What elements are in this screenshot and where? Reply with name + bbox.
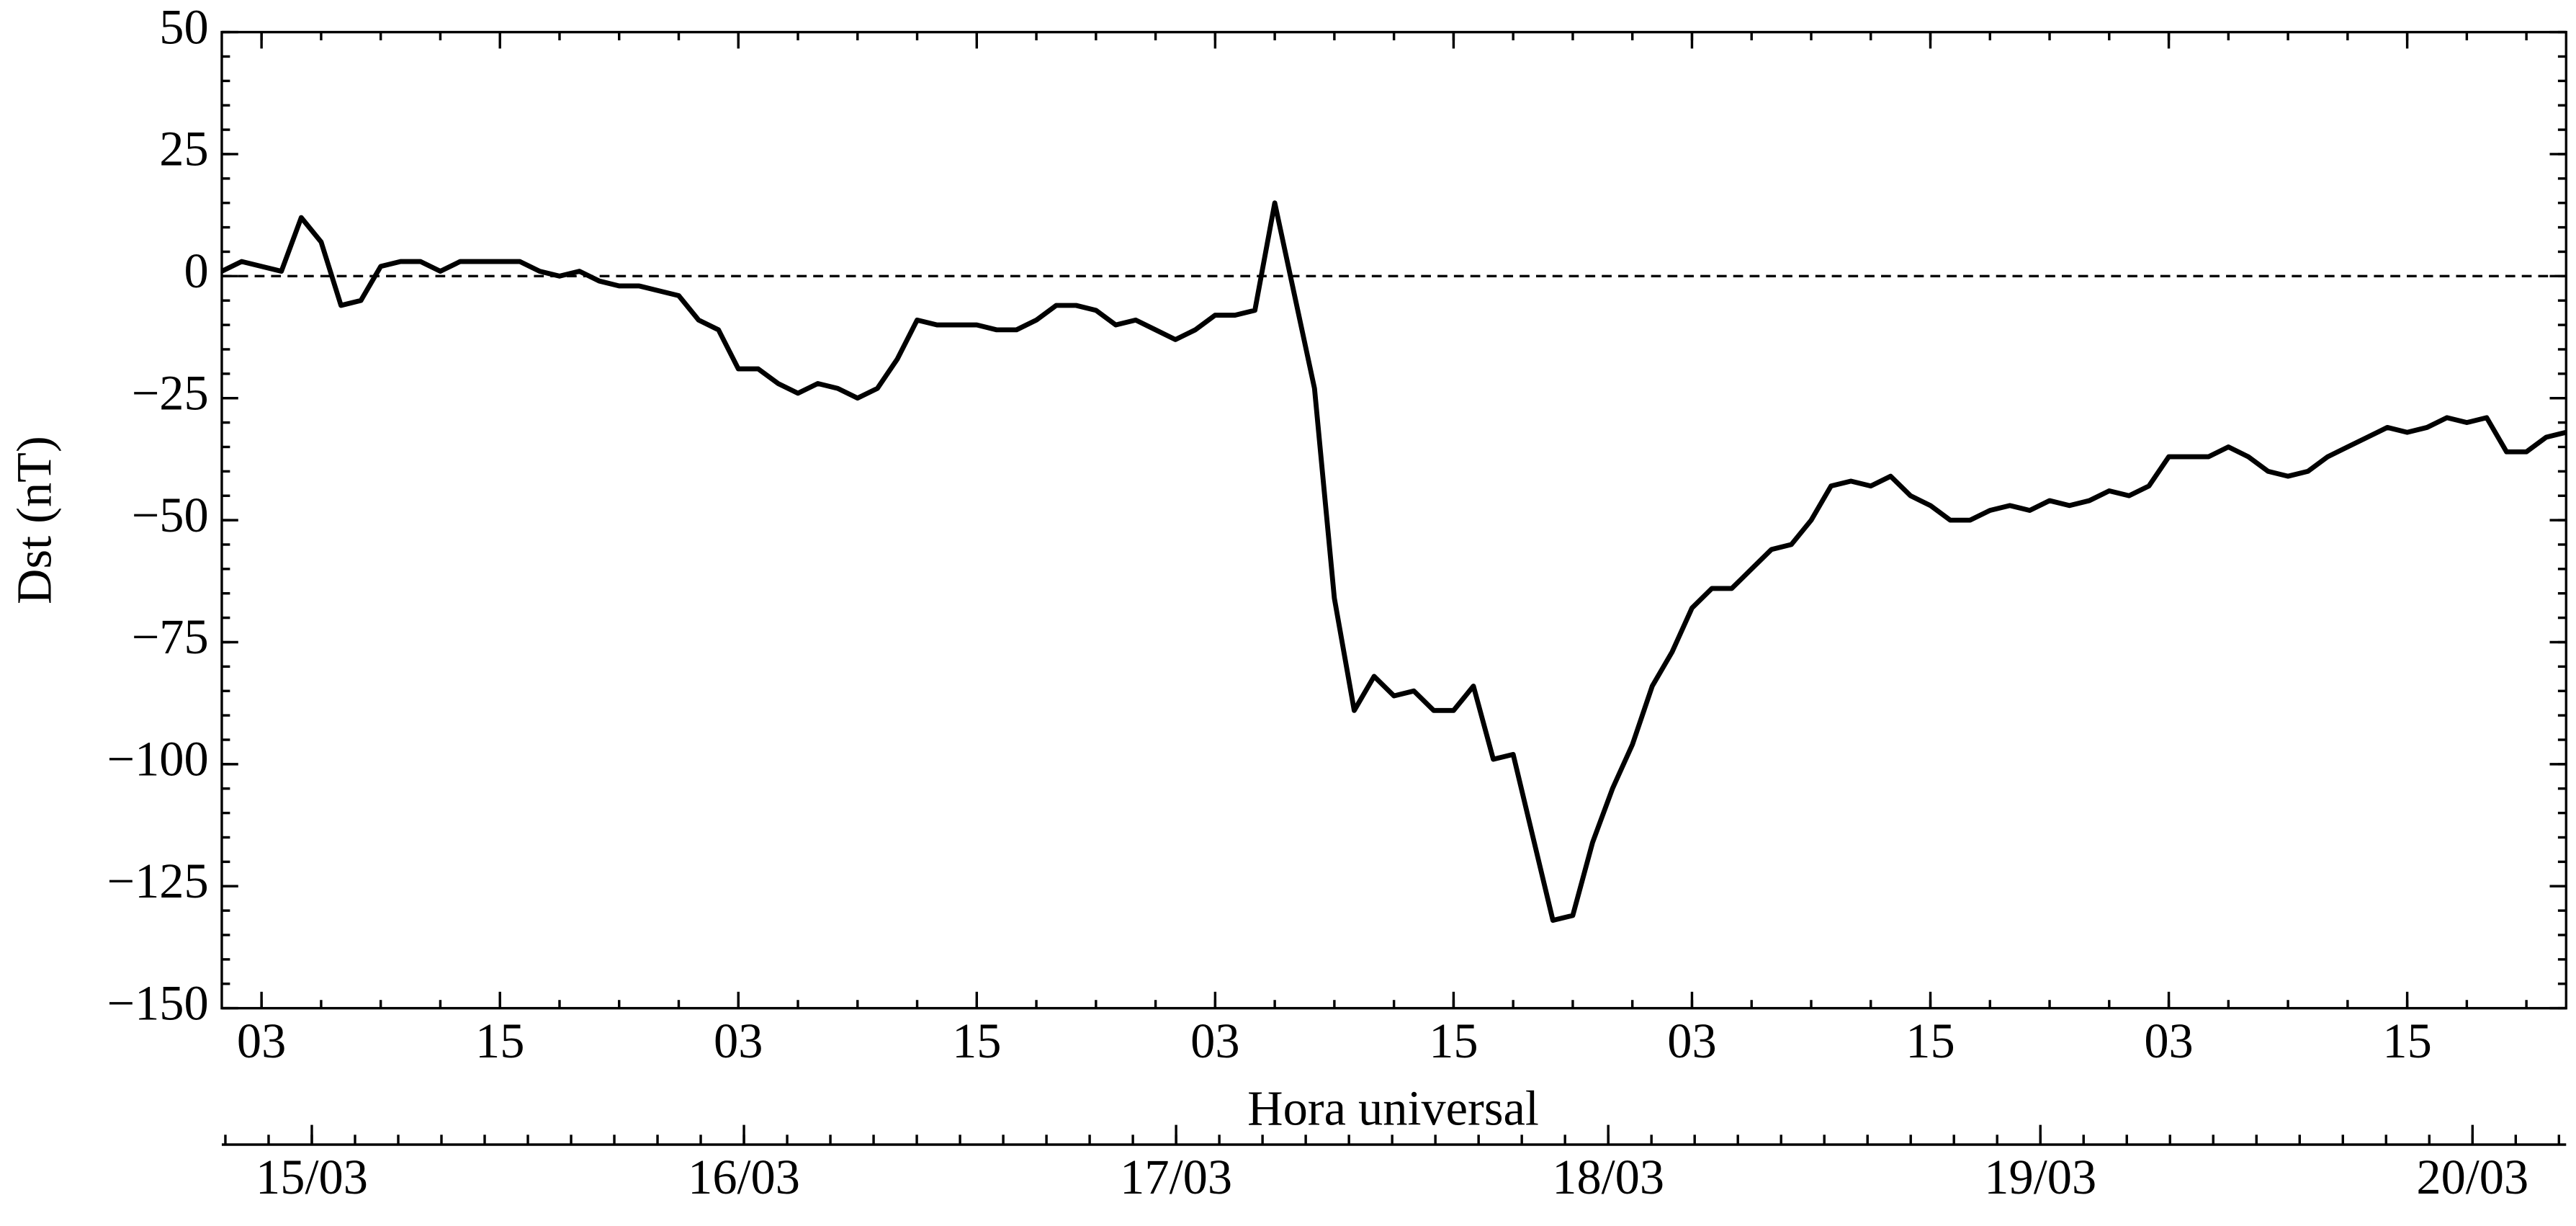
x-tick-label: 15	[1429, 1014, 1478, 1068]
x2-tick-label: 18/03	[1552, 1150, 1664, 1204]
y-tick-label: 25	[159, 122, 208, 176]
x-tick-label: 15	[2382, 1014, 2431, 1068]
x-tick-label: 15	[475, 1014, 524, 1068]
y-tick-label: −25	[132, 365, 209, 420]
x2-tick-label: 20/03	[2416, 1150, 2528, 1204]
x-tick-label: 03	[1190, 1014, 1239, 1068]
y-tick-label: −125	[107, 854, 208, 908]
x-tick-label: 15	[1906, 1014, 1955, 1068]
x-tick-label: 03	[237, 1014, 286, 1068]
y-tick-label: −150	[107, 975, 208, 1030]
x2-tick-label: 19/03	[1984, 1150, 2096, 1204]
x-tick-label: 03	[714, 1014, 763, 1068]
x-tick-label: 03	[2144, 1014, 2193, 1068]
x2-tick-label: 15/03	[256, 1150, 368, 1204]
y-tick-label: 50	[159, 0, 208, 54]
x2-tick-label: 17/03	[1120, 1150, 1232, 1204]
y-tick-label: −50	[132, 488, 209, 542]
y-axis-title: Dst (nT)	[6, 436, 61, 604]
x2-tick-label: 16/03	[688, 1150, 800, 1204]
x-tick-label: 03	[1667, 1014, 1716, 1068]
data-line	[220, 200, 2567, 923]
plot-frame	[220, 30, 2568, 1010]
x-tick-label: 15	[952, 1014, 1001, 1068]
x-axis-title: Hora universal	[1247, 1080, 1539, 1135]
y-tick-label: −100	[107, 732, 208, 787]
y-tick-label: −75	[132, 609, 209, 664]
y-tick-label: 0	[184, 243, 209, 298]
